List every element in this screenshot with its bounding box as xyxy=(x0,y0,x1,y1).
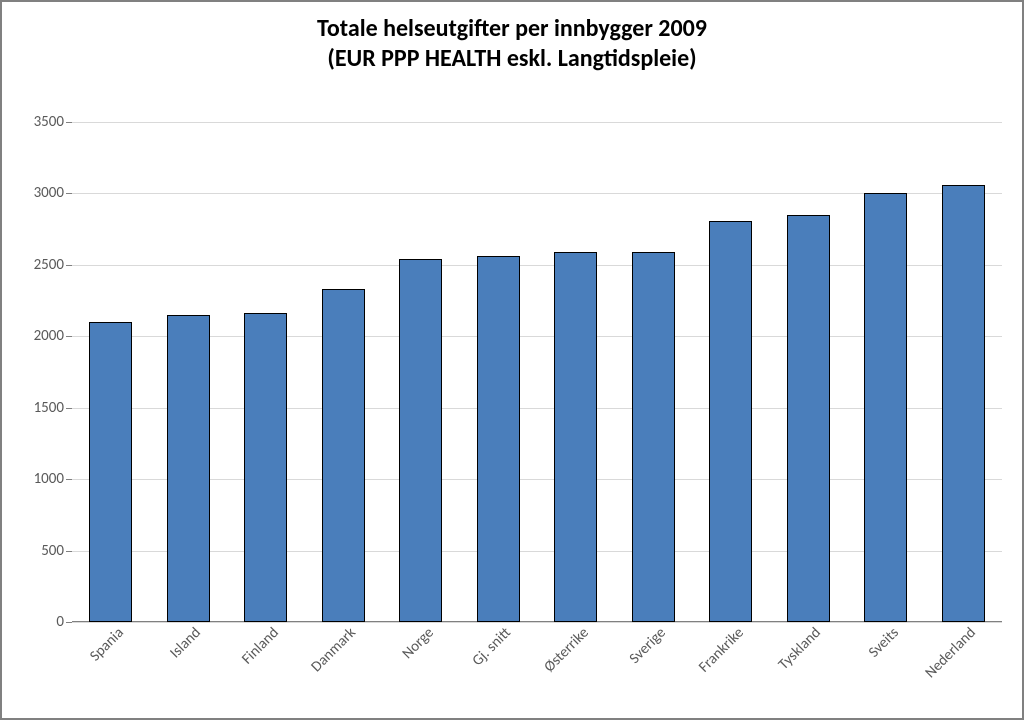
bar xyxy=(399,259,442,622)
chart-title-line1: Totale helseutgifter per innbygger 2009 xyxy=(2,14,1022,44)
x-tick-label: Nederland xyxy=(922,624,980,682)
bar xyxy=(864,193,907,622)
x-tick-label: Tyskland xyxy=(775,624,825,674)
x-tick-label: Sveits xyxy=(865,624,903,662)
chart-title: Totale helseutgifter per innbygger 2009 … xyxy=(2,2,1022,74)
chart-container: Totale helseutgifter per innbygger 2009 … xyxy=(0,0,1024,720)
gridline xyxy=(72,622,1002,623)
y-tick-label: 0 xyxy=(4,613,72,631)
y-tick-label: 2500 xyxy=(4,256,72,274)
bar xyxy=(322,289,365,622)
bar xyxy=(942,185,985,622)
y-tick-label: 3000 xyxy=(4,184,72,202)
y-tick-label: 1500 xyxy=(4,399,72,417)
x-tick-label: Danmark xyxy=(308,624,360,676)
y-tick-label: 1000 xyxy=(4,470,72,488)
y-tick-label: 500 xyxy=(4,542,72,560)
plot-area: 0500100015002000250030003500 xyxy=(72,122,1002,622)
x-tick-label: Sverige xyxy=(626,624,670,668)
x-axis-labels: Spania Island Finland Danmark Norge Gj. snitt… xyxy=(72,624,1002,714)
bar xyxy=(244,313,287,622)
bar xyxy=(787,215,830,622)
chart-title-line2: (EUR PPP HEALTH eskl. Langtidspleie) xyxy=(2,44,1022,74)
x-tick-label: Østerrike xyxy=(540,624,592,676)
x-tick-label: Island xyxy=(167,624,205,662)
bar xyxy=(167,315,210,622)
y-tick-label: 2000 xyxy=(4,327,72,345)
x-tick-label: Norge xyxy=(399,624,438,663)
bar xyxy=(477,256,520,622)
x-tick-label: Spania xyxy=(86,624,127,665)
bar xyxy=(554,252,597,622)
bar xyxy=(89,322,132,622)
bar xyxy=(709,221,752,622)
x-tick-label: Frankrike xyxy=(695,624,747,676)
bar xyxy=(632,252,675,622)
y-tick-label: 3500 xyxy=(4,113,72,131)
x-tick-label: Gj. snitt xyxy=(469,624,515,670)
x-tick-label: Finland xyxy=(238,624,282,668)
